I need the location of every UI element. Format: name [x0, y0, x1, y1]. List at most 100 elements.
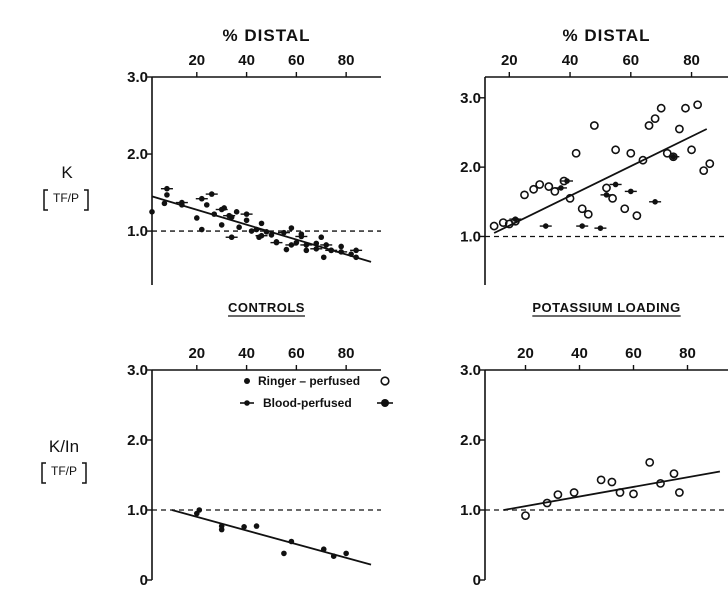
- bottom-right-point-0-2: [553, 490, 563, 499]
- top-left-point-0-12: [243, 217, 250, 224]
- top-right-point-0-32: [705, 159, 715, 169]
- top-right-point-0-28: [681, 103, 690, 113]
- bottom-left-point-0-6: [281, 550, 287, 557]
- bottom-left-regression-line: [171, 509, 372, 566]
- top-left-point-1-10: [270, 239, 283, 246]
- top-left-x-tick-label-20: 20: [188, 52, 205, 69]
- top-right-point-0-11: [571, 148, 581, 158]
- legend-blood: Blood-perfused: [240, 396, 393, 410]
- top-right-point-0-13: [583, 209, 593, 219]
- ylabel-top: K TF/P: [43, 163, 89, 211]
- bottom-left-y-tick-label-1: 1.0: [127, 502, 148, 519]
- bottom-right-point-0-8: [645, 457, 655, 467]
- top-left-point-1-3: [205, 191, 218, 197]
- bottom-left-y-tick-label-3: 3.0: [127, 362, 148, 379]
- ylabel-top-bracket-right: [84, 189, 89, 211]
- bottom-right-point-0-1: [542, 498, 552, 508]
- top-right-point-0-10: [565, 193, 575, 203]
- top-left-point-1-12: [285, 242, 298, 248]
- top-left-y-tick-label-0: 1.0: [127, 223, 148, 240]
- top-left-point-1-16: [320, 242, 333, 248]
- bottom-right-point-0-4: [596, 475, 606, 485]
- panel-top-left: 20 40 60 80 1.0 2.0 3.0 % DISTAL: [127, 26, 381, 285]
- bottom-right-x-tick-label-80: 80: [679, 345, 696, 362]
- top-right-point-0-23: [650, 114, 660, 123]
- top-right-x-tick-label-80: 80: [683, 52, 700, 69]
- bottom-right-y-tick-label-3: 3.0: [460, 362, 481, 379]
- top-left-point-0-7: [211, 211, 218, 217]
- ylabel-top-sub: TF/P: [53, 191, 79, 205]
- top-right-point-0-12: [577, 204, 587, 214]
- bottom-right-y-tick-label-2: 2.0: [460, 432, 481, 449]
- top-right-point-1-0: [509, 216, 522, 222]
- top-left-point-0-30: [288, 225, 295, 231]
- bottom-left-y-tick-label-0: 0: [140, 572, 148, 589]
- top-right-point-0-15: [602, 183, 611, 193]
- top-left-point-0-31: [318, 234, 325, 241]
- top-left-point-0-1: [161, 200, 168, 207]
- bottom-left-x-tick-label-60: 60: [288, 345, 305, 362]
- bottom-right-point-0-7: [629, 489, 638, 499]
- top-right-x-tick-label-40: 40: [562, 52, 579, 69]
- legend-blood-label: Blood-perfused: [263, 396, 352, 410]
- top-left-point-1-2: [195, 195, 208, 202]
- top-left-point-0-5: [198, 226, 205, 233]
- top-right-point-1-2: [554, 185, 567, 191]
- ylabel-top-bracket-left: [43, 189, 48, 211]
- top-left-point-0-6: [203, 202, 210, 208]
- top-left-point-1-8: [250, 226, 263, 233]
- bottom-right-y-tick-label-1: 1.0: [460, 502, 481, 519]
- top-right-point-1-1: [539, 223, 552, 229]
- ylabel-bottom: K/In TF/P: [41, 437, 87, 484]
- top-left-point-0-27: [353, 254, 359, 261]
- top-left-point-1-14: [300, 242, 313, 248]
- bottom-left-y-tick-label-2: 2.0: [127, 432, 148, 449]
- top-left-point-0-15: [263, 229, 270, 235]
- bottom-left-x-tick-label-80: 80: [338, 345, 355, 362]
- top-left-point-1-11: [277, 229, 290, 236]
- top-right-point-0-30: [693, 100, 703, 110]
- top-left-y-tick-label-1: 2.0: [127, 146, 148, 163]
- top-left-point-0-16: [268, 232, 275, 238]
- top-left-point-0-25: [338, 243, 344, 250]
- top-right-point-1-9: [649, 199, 662, 205]
- top-left-point-0-18: [283, 246, 290, 253]
- top-left-x-tick-label-40: 40: [238, 52, 255, 69]
- top-left-point-1-9: [255, 232, 268, 239]
- top-right-point-1-5: [594, 225, 607, 231]
- top-right-x-tick-label-60: 60: [622, 52, 639, 69]
- top-right-point-1-10: [667, 153, 680, 160]
- bottom-left-point-0-4: [241, 524, 247, 530]
- bottom-left-point-0-3: [218, 523, 225, 529]
- bottom-right-point-0-11: [675, 488, 684, 497]
- bottom-left-caption: CONTROLS: [228, 300, 305, 315]
- ylabel-bottom-main: K/In: [49, 437, 79, 456]
- top-left-point-1-15: [310, 245, 323, 252]
- top-right-point-0-4: [520, 190, 529, 200]
- top-right-point-1-6: [600, 192, 613, 198]
- top-right-point-0-17: [611, 145, 621, 155]
- legend-ringer-open-marker: [380, 376, 390, 386]
- top-right-y-tick-label-1: 2.0: [460, 159, 481, 176]
- bottom-left-point-0-8: [320, 546, 327, 552]
- bottom-right-point-0-5: [607, 477, 617, 487]
- bottom-left-point-0-9: [330, 553, 337, 559]
- top-left-point-1-4: [215, 206, 228, 213]
- bottom-right-point-0-0: [521, 511, 530, 520]
- top-right-point-0-16: [608, 193, 617, 203]
- top-left-point-0-19: [293, 239, 300, 246]
- bottom-right-point-0-10: [669, 469, 679, 478]
- panel-bottom-left: 20 40 60 80 0 1.0 2.0 3.0 CONTROLS: [127, 300, 381, 589]
- top-right-point-0-14: [589, 121, 599, 130]
- top-right-point-0-29: [687, 145, 696, 155]
- bottom-left-x-tick-label-20: 20: [188, 345, 205, 362]
- top-left-point-1-18: [335, 249, 348, 255]
- top-right-point-0-8: [550, 186, 560, 196]
- top-right-point-0-20: [632, 211, 642, 221]
- top-left-point-0-8: [218, 222, 225, 228]
- top-left-point-0-2: [164, 192, 170, 198]
- top-right-point-0-7: [544, 182, 554, 191]
- top-left-point-0-4: [194, 215, 200, 221]
- top-left-point-1-1: [175, 199, 188, 206]
- panel-bottom-right: 20 40 60 80 0 1.0 2.0 3.0 POTASSIUM LOADING: [460, 300, 728, 589]
